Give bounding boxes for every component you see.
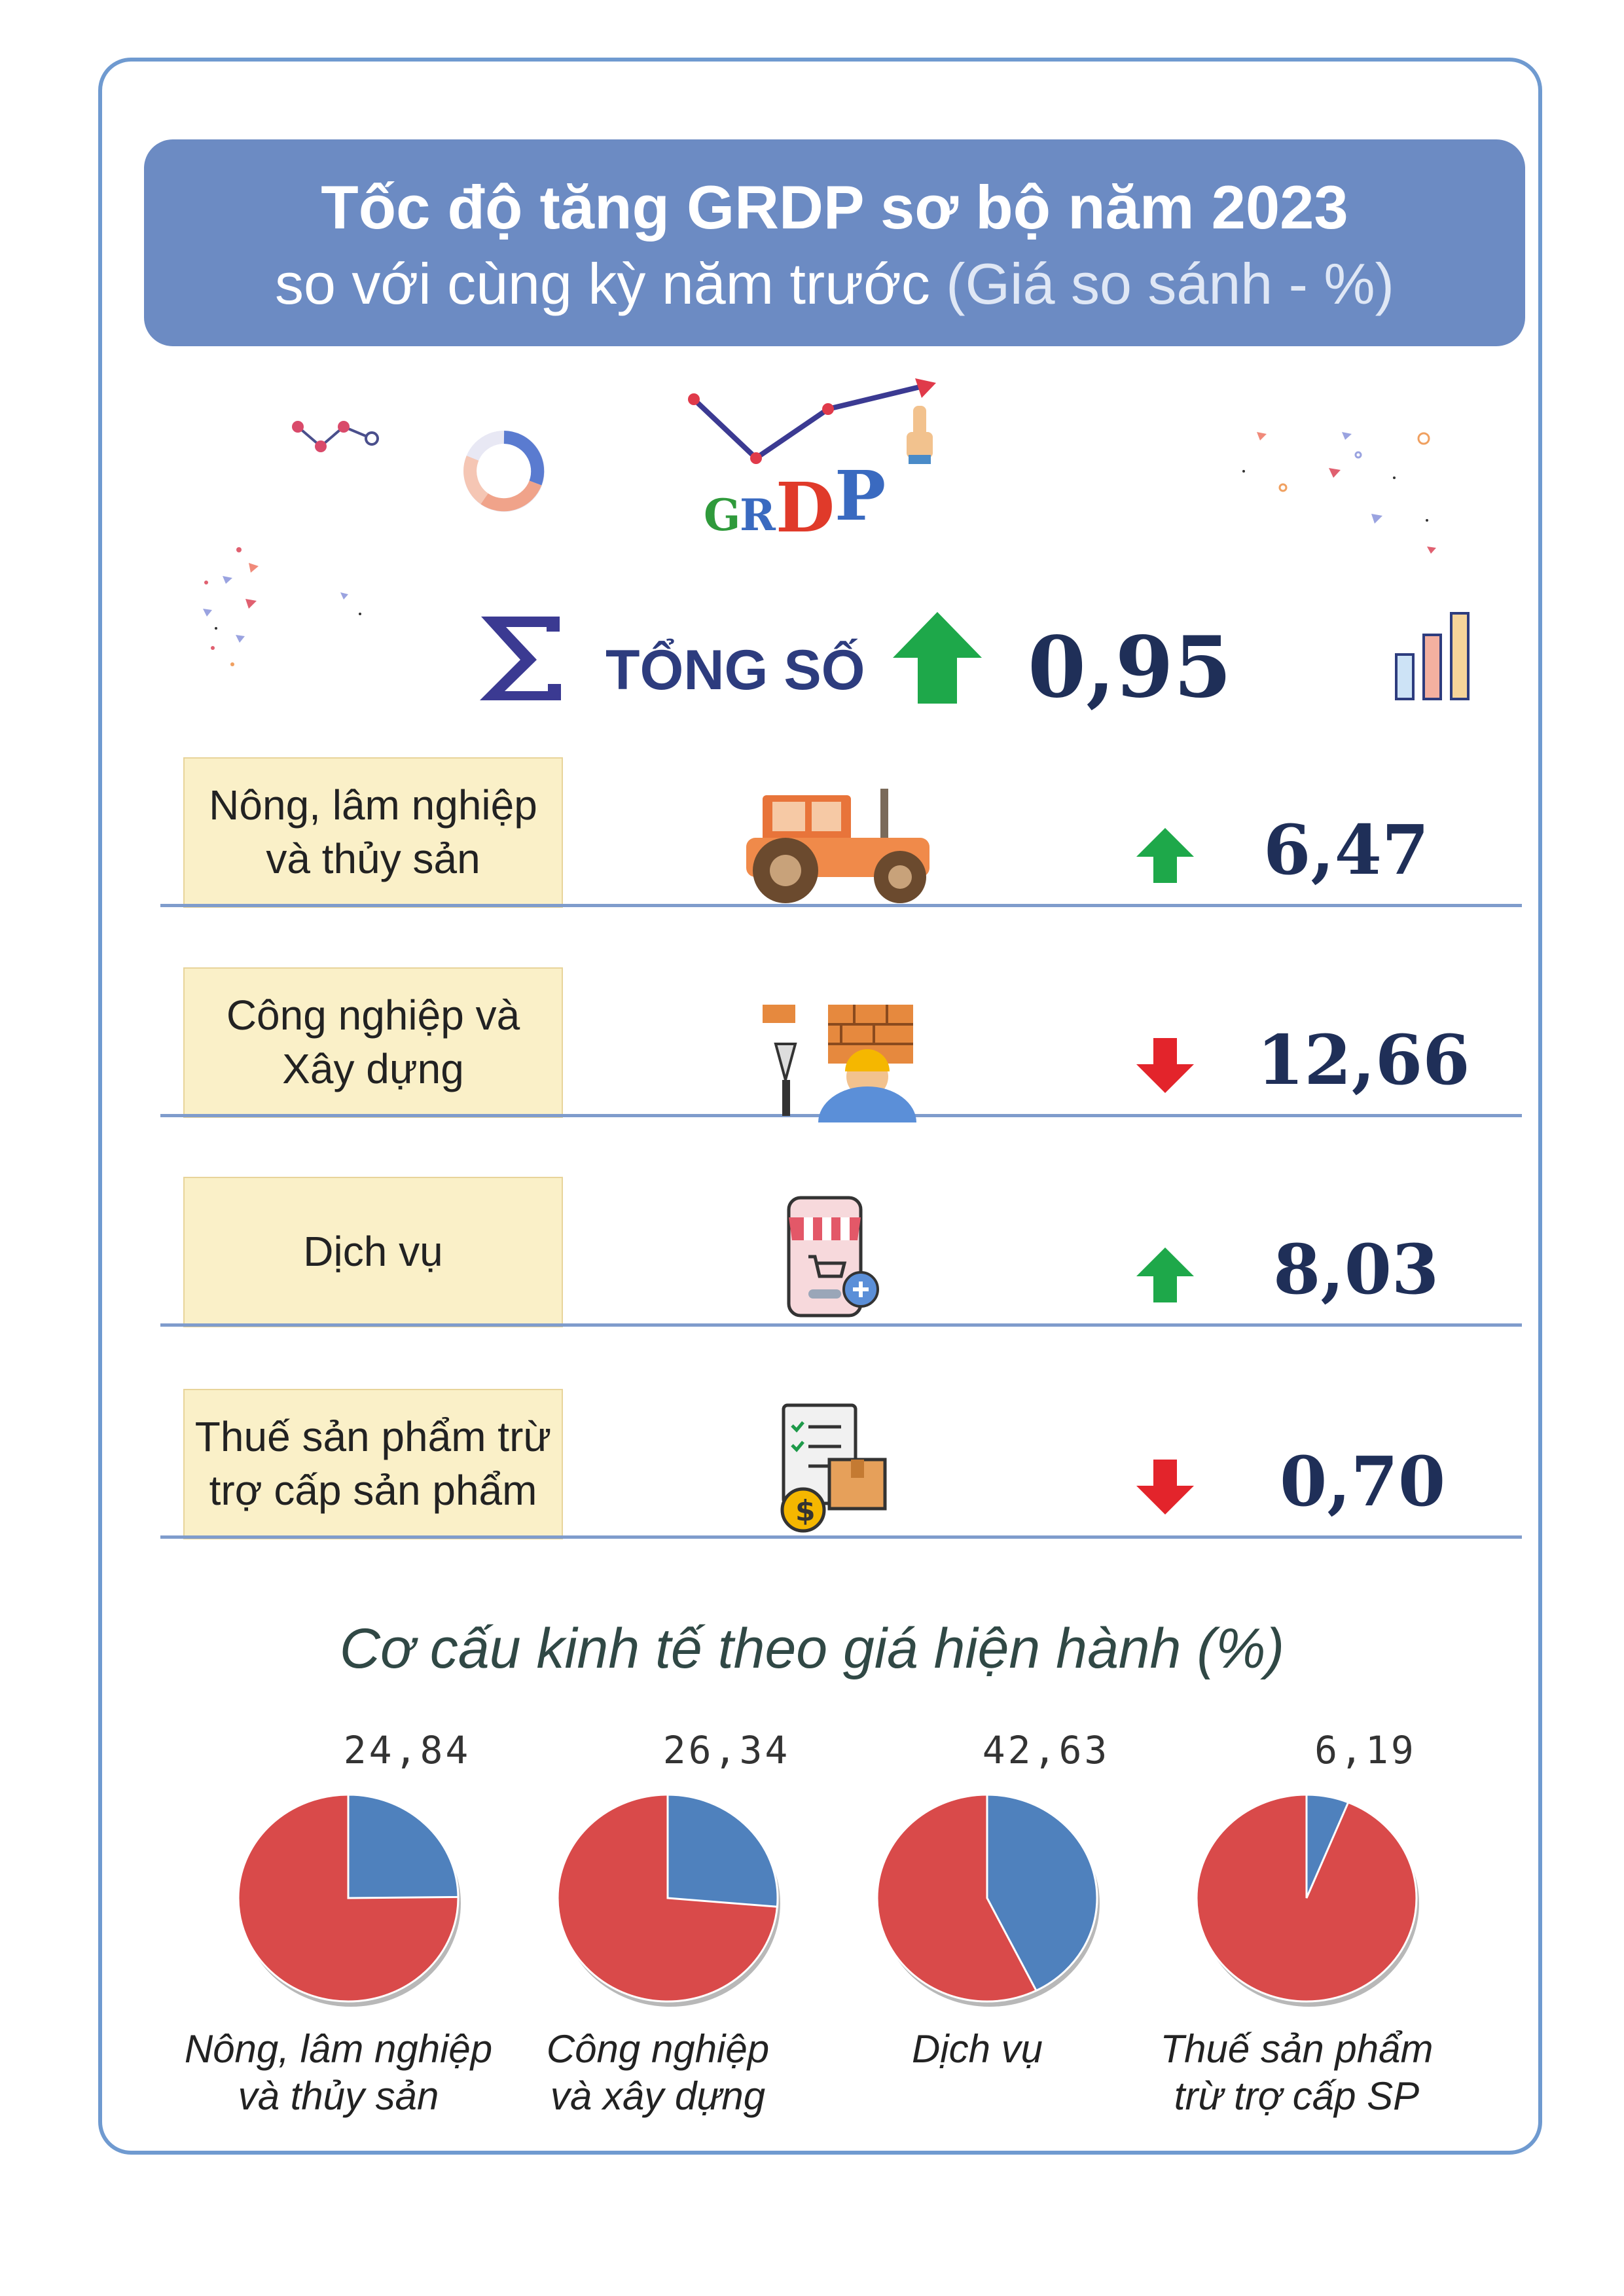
- up-arrow-icon: [1136, 828, 1194, 883]
- pie-value-label: 26,34: [662, 1728, 791, 1772]
- sigma-icon: [480, 617, 561, 700]
- tractor-icon: [746, 789, 929, 903]
- sector-value: 6,47: [1263, 810, 1430, 890]
- row-divider: [160, 1535, 1522, 1539]
- header-banner: Tốc độ tăng GRDP sơ bộ năm 2023 so với c…: [144, 139, 1525, 346]
- pie-value-label: 6,19: [1314, 1728, 1416, 1772]
- infographic-frame: [98, 58, 1542, 2155]
- page-subtitle: so với cùng kỳ năm trước (Giá so sánh - …: [144, 251, 1525, 317]
- sector-label: Thuế sản phẩm trừ trợ cấp sản phẩm: [183, 1389, 563, 1539]
- tax-document-icon: $: [780, 1403, 887, 1533]
- sector-value: 12,66: [1257, 1020, 1470, 1100]
- svg-text:$: $: [795, 1494, 816, 1528]
- page-title: Tốc độ tăng GRDP sơ bộ năm 2023: [321, 173, 1348, 242]
- confetti-left-icon: [203, 547, 361, 666]
- down-arrow-icon: [1136, 1038, 1194, 1093]
- pie-category-label: Dịch vụ: [911, 2027, 1043, 2071]
- pie-slice-share: [986, 1793, 1098, 1992]
- subtitle-text: so với cùng kỳ năm trước: [275, 251, 930, 316]
- trend-arrow-icon: [688, 378, 936, 464]
- construction-worker-icon: [763, 1005, 916, 1122]
- grdp-logo: G R D P: [704, 458, 886, 537]
- sector-label: Công nghiệp và Xây dựng: [183, 967, 563, 1118]
- sector-value: 8,03: [1273, 1229, 1439, 1310]
- line-dots-icon: [292, 421, 379, 452]
- total-label: TỔNG SỐ: [605, 639, 865, 702]
- svg-text:R: R: [740, 490, 776, 537]
- structure-title: Cơ cấu kinh tế theo giá hiện hành (%): [339, 1617, 1285, 1680]
- subtitle-unit: (Giá so sánh - %): [946, 251, 1394, 316]
- up-arrow-icon: [1136, 1247, 1194, 1302]
- pie-slice-share: [666, 1793, 779, 1908]
- pie-category-label: Nông, lâm nghiệp và thủy sản: [184, 2027, 493, 2118]
- pie-value-label: 42,63: [982, 1728, 1110, 1772]
- up-arrow-icon: [893, 612, 982, 704]
- total-value: 0,95: [1028, 619, 1232, 717]
- pie-category-label: Công nghiệp và xây dựng: [546, 2027, 770, 2118]
- pie-slice-share: [1305, 1793, 1350, 1899]
- pie-slice-share: [347, 1793, 460, 1899]
- online-shop-icon: [787, 1196, 879, 1318]
- pie-value-label: 24,84: [343, 1728, 471, 1772]
- down-arrow-icon: [1136, 1460, 1194, 1515]
- svg-text:G: G: [704, 490, 740, 537]
- sector-label: Dịch vụ: [183, 1177, 563, 1327]
- sector-label: Nông, lâm nghiệp và thủy sản: [183, 757, 563, 908]
- bar-chart-icon: [1395, 612, 1470, 700]
- confetti-right-icon: [1242, 432, 1436, 554]
- sector-value: 0,70: [1280, 1441, 1446, 1522]
- row-divider: [160, 904, 1522, 907]
- svg-text:D: D: [776, 467, 835, 537]
- donut-chart-icon: [463, 431, 545, 512]
- svg-text:P: P: [835, 458, 886, 536]
- row-divider: [160, 1323, 1522, 1327]
- pie-category-label: Thuế sản phẩm trừ trợ cấp SP: [1160, 2027, 1434, 2118]
